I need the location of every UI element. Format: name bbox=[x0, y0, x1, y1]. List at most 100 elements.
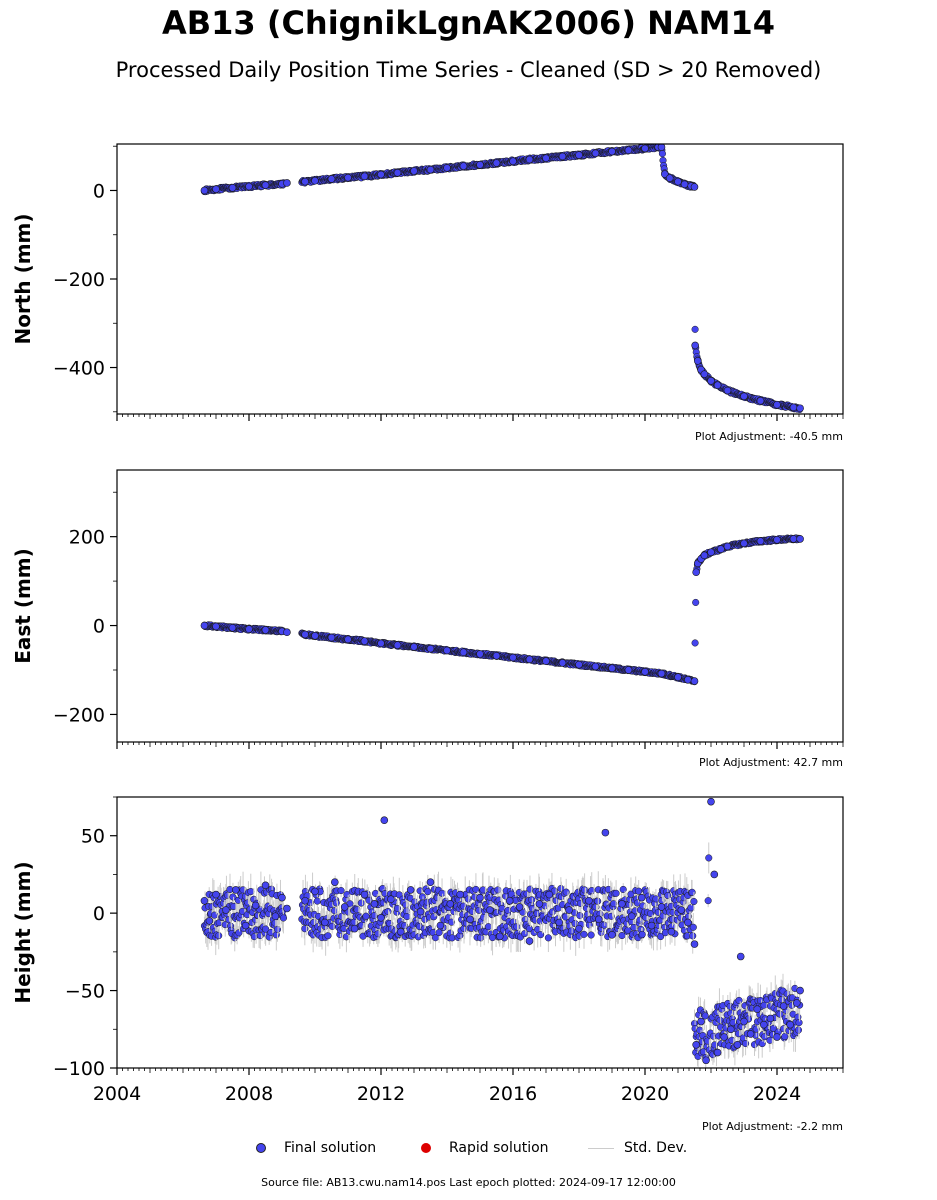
data-point bbox=[705, 854, 713, 862]
data-point bbox=[692, 1040, 700, 1049]
data-point bbox=[691, 341, 699, 350]
x-tick-label: 2008 bbox=[225, 1083, 273, 1105]
data-point bbox=[200, 186, 209, 195]
data-point bbox=[330, 878, 339, 886]
data-point bbox=[710, 870, 719, 879]
y-tick-label: 50 bbox=[81, 826, 105, 848]
data-point bbox=[565, 906, 573, 914]
data-point bbox=[324, 932, 332, 940]
data-point bbox=[677, 906, 686, 914]
data-point bbox=[758, 1040, 766, 1048]
data-point bbox=[545, 890, 554, 899]
data-point bbox=[448, 934, 456, 942]
data-point bbox=[689, 923, 697, 931]
data-point bbox=[340, 903, 349, 911]
data-point bbox=[639, 902, 647, 910]
data-point bbox=[486, 906, 494, 914]
data-point bbox=[773, 400, 781, 409]
data-point bbox=[521, 930, 529, 938]
data-point bbox=[789, 535, 798, 543]
data-point bbox=[608, 147, 616, 156]
data-point bbox=[416, 907, 425, 916]
data-point bbox=[657, 669, 666, 678]
y-tick-label: 0 bbox=[93, 903, 105, 925]
data-point bbox=[736, 952, 745, 961]
data-point bbox=[581, 886, 589, 894]
data-point bbox=[250, 933, 258, 941]
data-point bbox=[786, 1020, 795, 1029]
data-point bbox=[700, 370, 709, 378]
data-point bbox=[215, 932, 223, 940]
data-point bbox=[370, 900, 379, 908]
plot-adjustment-label: Plot Adjustment: 42.7 mm bbox=[699, 756, 843, 769]
data-point bbox=[438, 889, 446, 897]
data-point bbox=[344, 635, 352, 644]
data-point bbox=[624, 926, 632, 934]
data-point bbox=[717, 545, 725, 553]
data-point bbox=[773, 535, 781, 544]
data-point bbox=[781, 1032, 789, 1041]
data-point bbox=[789, 403, 798, 412]
data-point bbox=[769, 1024, 778, 1032]
x-tick-label: 2020 bbox=[621, 1083, 669, 1105]
data-point bbox=[567, 927, 576, 935]
data-point bbox=[495, 932, 504, 941]
data-point bbox=[513, 923, 521, 931]
data-point bbox=[585, 896, 593, 905]
data-point bbox=[562, 888, 570, 896]
data-point bbox=[410, 167, 418, 175]
data-point bbox=[700, 551, 709, 560]
data-point bbox=[635, 887, 643, 895]
data-point bbox=[746, 1030, 755, 1038]
data-point bbox=[713, 381, 722, 390]
data-point bbox=[693, 357, 702, 365]
y-tick-label: 200 bbox=[69, 527, 105, 549]
data-point bbox=[311, 631, 319, 640]
rapid-solution-marker-icon bbox=[421, 1143, 431, 1153]
data-point bbox=[251, 901, 260, 910]
data-point bbox=[403, 913, 411, 921]
legend-label-std: Std. Dev. bbox=[624, 1140, 688, 1156]
axes-frame bbox=[116, 469, 844, 743]
data-point bbox=[779, 1002, 788, 1010]
data-point bbox=[575, 151, 583, 159]
data-point bbox=[689, 932, 697, 940]
data-point bbox=[542, 657, 550, 665]
data-point bbox=[594, 915, 603, 924]
data-point bbox=[205, 917, 214, 925]
data-point bbox=[247, 888, 255, 896]
data-point bbox=[690, 183, 699, 191]
data-point bbox=[337, 887, 345, 895]
panel-1: 0 −200 −400 North (mm) Plot Adjustment: -40.… bbox=[11, 143, 844, 443]
data-point bbox=[479, 886, 487, 894]
data-point bbox=[476, 650, 484, 658]
data-point bbox=[321, 918, 329, 927]
legend-item-rapid: Rapid solution bbox=[421, 1138, 549, 1158]
data-point bbox=[241, 921, 250, 930]
data-point bbox=[418, 893, 426, 901]
data-point bbox=[472, 885, 480, 894]
data-point bbox=[728, 1036, 736, 1044]
data-point bbox=[362, 912, 370, 920]
data-point bbox=[624, 146, 633, 154]
data-point bbox=[740, 1017, 748, 1026]
data-point bbox=[466, 915, 474, 924]
data-point bbox=[641, 667, 649, 676]
data-point bbox=[492, 651, 501, 660]
data-point bbox=[796, 404, 804, 413]
data-point bbox=[498, 904, 506, 912]
data-point bbox=[357, 899, 365, 907]
data-point bbox=[657, 144, 666, 151]
data-point bbox=[212, 185, 220, 193]
y-tick-label: −200 bbox=[53, 704, 105, 726]
chart-subtitle: Processed Daily Position Time Series - C… bbox=[115, 58, 822, 82]
data-point bbox=[612, 889, 620, 897]
data-point bbox=[426, 165, 435, 174]
data-point bbox=[667, 927, 676, 936]
data-point bbox=[459, 648, 468, 657]
data-point bbox=[327, 175, 336, 183]
data-point bbox=[692, 598, 700, 607]
data-point bbox=[283, 904, 291, 913]
data-point bbox=[600, 921, 608, 929]
data-point bbox=[426, 878, 435, 886]
